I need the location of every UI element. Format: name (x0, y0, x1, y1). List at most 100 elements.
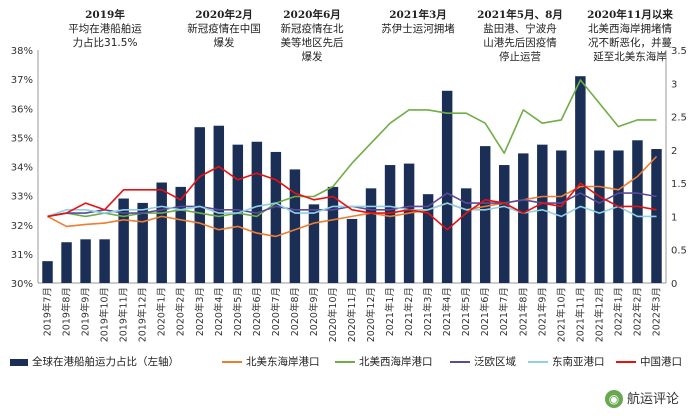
annotation-line: 况不断恶化，并蔓 (588, 37, 672, 49)
legend-item-na-east: 北美东海岸港口 (222, 354, 320, 369)
bar (156, 182, 167, 283)
bar (460, 188, 472, 283)
bar (175, 186, 186, 283)
x-axis-tick-label: 2020年4月 (213, 287, 225, 336)
bar (99, 239, 110, 283)
right-axis-tick-label: 0.5 (671, 246, 687, 257)
right-axis-tick-label: 3.5 (671, 46, 687, 57)
bar (499, 165, 510, 283)
bar (613, 150, 624, 283)
bar (194, 127, 205, 284)
legend-label: 北美东海岸港口 (246, 356, 320, 368)
annotation-line: 力占比31.5% (72, 37, 138, 49)
x-axis-tick-label: 2020年2月 (175, 287, 187, 336)
legend-item-sea: 东南亚港口 (528, 354, 605, 369)
x-axis-tick-label: 2021年10月 (555, 287, 567, 342)
annotation-title: 2020年2月 (195, 9, 253, 21)
legend-item-bar: 全球在港船舶运力占比（左轴） (10, 354, 179, 369)
x-axis-tick-label: 2021年6月 (479, 287, 491, 336)
legend-swatch (335, 361, 355, 363)
right-axis-tick-label: 1.5 (671, 179, 687, 190)
legend-swatch (616, 361, 636, 363)
bars-layer (42, 76, 662, 284)
x-axis-tick-label: 2019年7月 (42, 287, 54, 336)
right-axis-tick-label: 2.5 (671, 113, 687, 124)
x-axis-tick-label: 2020年8月 (289, 287, 301, 336)
x-axis-tick-label: 2019年10月 (99, 287, 111, 342)
bar (537, 144, 548, 283)
legend-label: 全球在港船舶运力占比（左轴） (32, 356, 179, 368)
left-axis-tick-label: 38% (11, 46, 33, 57)
bar (137, 202, 148, 283)
annotation-2021-05-08: 2021年5月、8月 盐田港、宁波舟 山港先后因疫情 停止运营 (472, 8, 568, 64)
annotation-2020-02: 2020年2月 新冠疫情在中国 爆发 (176, 8, 272, 50)
annotation-line: 停止运营 (499, 51, 541, 63)
bar (594, 150, 605, 283)
annotation-2020-06: 2020年6月 新冠疫情在北 美等地区先后 爆发 (270, 8, 354, 64)
left-axis-tick-label: 36% (11, 104, 33, 115)
right-axis-tick-label: 3 (671, 79, 677, 90)
annotation-line: 新冠疫情在北 (280, 23, 344, 35)
bar (518, 153, 529, 283)
left-axis-tick-label: 33% (11, 192, 33, 203)
x-axis-tick-label: 2020年11月 (346, 287, 358, 342)
bar (61, 242, 72, 283)
annotation-title: 2020年11月以来 (587, 9, 673, 21)
annotation-line: 盐田港、宁波舟 (483, 23, 557, 35)
bar (403, 163, 415, 283)
bar (365, 188, 377, 283)
bar (441, 90, 453, 284)
x-axis-tick-label: 2020年6月 (251, 287, 263, 336)
right-axis-tick-label: 0 (671, 279, 677, 290)
annotation-2019: 2019年 平均在港船舶运 力占比31.5% (40, 8, 170, 50)
legend-label: 东南亚港口 (552, 356, 605, 368)
series-line (47, 165, 657, 231)
legend-label: 北美西海岸港口 (359, 356, 433, 368)
x-axis-tick-label: 2019年8月 (61, 287, 73, 336)
left-axis-tick-label: 34% (11, 163, 33, 174)
x-axis-tick-label: 2019年12月 (137, 287, 149, 342)
bar (289, 169, 301, 283)
series-line (47, 155, 658, 238)
x-axis-tick-label: 2020年1月 (156, 287, 168, 336)
series-line (47, 79, 657, 218)
annotation-2021-03: 2021年3月 苏伊士运河拥堵 (368, 8, 468, 36)
x-axis-tick-label: 2020年7月 (270, 287, 282, 336)
right-axis-tick-label: 1 (671, 212, 677, 223)
bar (308, 204, 320, 283)
legend-item-na-west: 北美西海岸港口 (335, 354, 433, 369)
left-axis-tick-label: 30% (11, 279, 33, 290)
bar (575, 76, 586, 284)
annotation-line: 平均在港船舶运 (68, 23, 142, 35)
annotation-title: 2021年5月、8月 (477, 9, 563, 21)
bar (346, 218, 358, 283)
annotation-line: 爆发 (301, 51, 323, 63)
bar (42, 261, 53, 283)
legend-swatch (222, 361, 242, 363)
legend-swatch (10, 358, 28, 366)
bar (80, 239, 91, 283)
annotation-line: 新冠疫情在中国 (187, 23, 261, 35)
bar (384, 165, 396, 283)
watermark: ◉ 航运评论 (604, 388, 679, 408)
bar (479, 146, 491, 283)
x-axis-tick-label: 2022年3月 (650, 287, 662, 336)
bar (213, 125, 225, 283)
x-axis-tick-label: 2021年11月 (574, 287, 586, 342)
x-axis-tick-label: 2019年11月 (118, 287, 130, 342)
annotation-title: 2019年 (85, 9, 125, 21)
x-axis-tick-label: 2020年10月 (327, 287, 339, 342)
x-axis-tick-label: 2020年12月 (365, 287, 377, 342)
chat-bubble-icon: ◉ (604, 390, 623, 408)
x-axis-tick-label: 2021年2月 (403, 287, 415, 336)
legend-item-china: 中国港口 (616, 354, 682, 369)
bar (327, 186, 339, 283)
left-axis-tick-label: 32% (11, 221, 33, 232)
annotation-title: 2020年6月 (283, 9, 341, 21)
watermark-text: 航运评论 (626, 391, 679, 407)
x-axis-tick-label: 2021年8月 (517, 287, 529, 336)
x-axis-tick-label: 2020年9月 (308, 287, 320, 336)
x-axis-tick-label: 2022年1月 (612, 287, 624, 336)
x-axis-tick-label: 2021年1月 (384, 287, 396, 336)
